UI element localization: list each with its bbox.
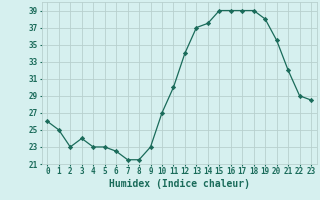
X-axis label: Humidex (Indice chaleur): Humidex (Indice chaleur) — [109, 179, 250, 189]
